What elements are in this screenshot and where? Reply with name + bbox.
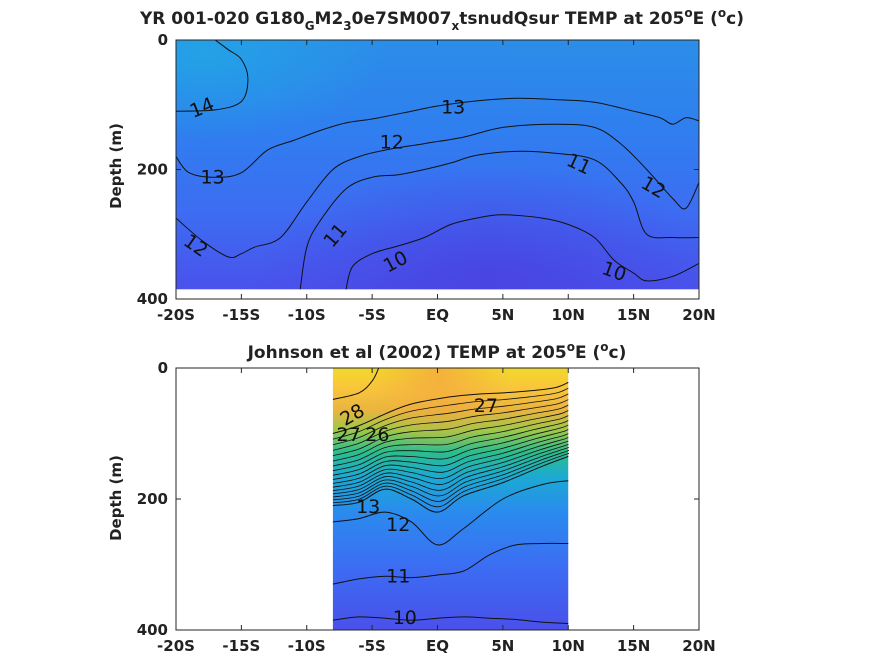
thermocline-contour (332, 424, 569, 476)
thermocline-contour (332, 429, 569, 480)
x-tick-label: -20S (157, 306, 195, 324)
contour-line-11 (299, 150, 699, 290)
y-tick-label: 400 (137, 290, 168, 308)
x-tick-label: -5S (358, 637, 385, 655)
thermocline-contour (332, 447, 569, 498)
contour-label: 13 (356, 496, 380, 518)
contour-line-27 (332, 381, 569, 434)
x-tick-label: 5N (491, 306, 514, 324)
x-tick-label: 15N (617, 637, 650, 655)
x-tick-label: 5N (491, 637, 514, 655)
contour-label: 13 (201, 166, 225, 188)
thermocline-contour (332, 449, 569, 502)
contour-label: 13 (441, 96, 465, 118)
top-y-axis-label: Depth (m) (107, 123, 125, 209)
contour-label: 12 (380, 131, 404, 153)
y-tick-label: 0 (158, 31, 168, 49)
y-tick-label: 200 (137, 161, 168, 179)
x-tick-label: -15S (222, 637, 260, 655)
thermocline-contour (332, 443, 569, 495)
x-tick-label: EQ (426, 637, 449, 655)
bottom-y-axis-label: Depth (m) (107, 455, 125, 541)
contour-label: 27 (336, 424, 360, 446)
x-tick-label: -20S (157, 637, 195, 655)
x-tick-label: -15S (222, 306, 260, 324)
thermocline-contour (332, 415, 569, 467)
contour-line-12 (176, 123, 699, 259)
top-y-ticks: 0 200 400 (137, 31, 699, 308)
contour-line-14 (176, 40, 249, 112)
x-tick-label: 10N (552, 306, 585, 324)
y-tick-label: 400 (137, 621, 168, 639)
contour-label: 12 (386, 514, 410, 536)
y-tick-label: 200 (137, 490, 168, 508)
x-tick-label: -5S (358, 306, 385, 324)
bottom-contours (332, 368, 569, 624)
contour-line-10 (332, 616, 569, 624)
top-temperature-field (176, 40, 699, 290)
contour-line-12 (332, 480, 569, 546)
bottom-temperature-field (332, 368, 569, 630)
bottom-x-ticks: -20S -15S -10S -5S EQ 5N 10N 15N 20N (157, 368, 716, 655)
top-panel-title: YR 001-020 G180GM230e7SM007xtsnudQsur TE… (139, 6, 744, 33)
top-x-ticks: -20S -15S -10S -5S EQ 5N 10N 15N 20N (157, 40, 716, 324)
x-tick-label: 10N (552, 637, 585, 655)
x-tick-label: 20N (682, 306, 715, 324)
contour-label: 11 (386, 565, 410, 587)
bottom-y-ticks: 0 200 400 (137, 359, 699, 639)
thermocline-contour (332, 410, 569, 462)
thermocline-contour (332, 440, 569, 491)
contour-line-13 (332, 455, 569, 513)
top-contours (176, 40, 699, 290)
bottom-panel-title: Johnson et al (2002) TEMP at 205oE (oc) (247, 340, 627, 363)
contour-line-13 (176, 97, 699, 178)
x-tick-label: -10S (288, 306, 326, 324)
x-tick-label: 15N (617, 306, 650, 324)
x-tick-label: -10S (288, 637, 326, 655)
thermocline-contour (332, 452, 569, 508)
thermocline-contour (332, 399, 569, 451)
thermocline-contour (332, 393, 569, 446)
bottom-panel: Johnson et al (2002) TEMP at 205oE (oc) … (107, 340, 716, 655)
contour-line-11 (332, 542, 569, 585)
contour-line-10 (345, 214, 699, 290)
top-panel: YR 001-020 G180GM230e7SM007xtsnudQsur TE… (107, 6, 744, 324)
thermocline-contour (332, 436, 569, 488)
thermocline-contour (332, 433, 569, 484)
contour-label: 27 (474, 395, 498, 417)
thermocline-contour (332, 387, 569, 440)
x-tick-label: 20N (682, 637, 715, 655)
contour-label: 10 (393, 607, 417, 629)
thermocline-contour (332, 404, 569, 457)
y-tick-label: 0 (158, 359, 168, 377)
contour-label: 26 (365, 424, 389, 446)
x-tick-label: EQ (426, 306, 449, 324)
thermocline-contour (332, 420, 569, 472)
contour-line-28 (332, 368, 380, 400)
